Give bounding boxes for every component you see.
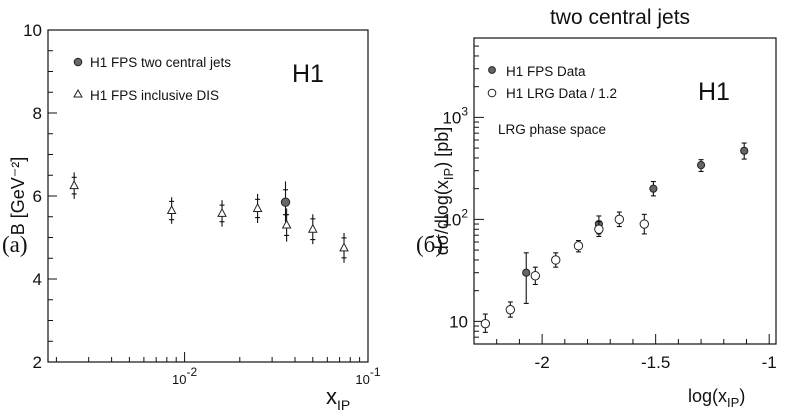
panel-b-xlabel-sub: IP xyxy=(727,395,739,410)
panel-a-legend-marker-0 xyxy=(73,57,83,67)
panel-b-point-fps xyxy=(696,161,706,170)
panel-b-frame xyxy=(473,37,777,345)
panel-a-ytick-label: 6 xyxy=(33,187,42,206)
panel-b-ytick-label-base: 10 xyxy=(442,108,461,127)
panel-b-ytick-label: 10 xyxy=(449,312,468,331)
panel-a-point-dis xyxy=(281,219,292,229)
panel-b-ytick-label-exp: 2 xyxy=(461,206,468,220)
panel-a-xtick-label-exp: -1 xyxy=(370,365,381,379)
panel-b-tag: (б) xyxy=(416,232,443,257)
panel-b-xtick-label: -2 xyxy=(535,353,550,372)
panel-a-tag: (a) xyxy=(2,232,28,257)
panel-a-xtick-label-base: 10 xyxy=(355,372,369,387)
panel-b-point-lrg xyxy=(573,241,584,251)
panel-a-ytick-label: 10 xyxy=(23,21,42,40)
panel-a-xlabel-main: x xyxy=(326,384,337,409)
panel-b-ylabel-tail: ) [pb] xyxy=(432,127,452,168)
panel-b-point-fps xyxy=(522,268,531,277)
panel-a-ylabel: B [GeV⁻²] xyxy=(8,157,28,236)
panel-b-marks xyxy=(480,142,749,333)
panel-b-xlabel: log(xIP) xyxy=(688,386,745,410)
panel-b-ytick-label: 102 xyxy=(442,206,468,229)
panel-b-point-fps xyxy=(740,146,749,155)
panel-b-point-lrg xyxy=(614,214,625,225)
panel-a-legend-marker-1 xyxy=(73,88,83,98)
panel-b-point-lrg xyxy=(505,305,516,315)
panel-a-point-dis xyxy=(217,207,227,217)
panel-b-point-lrg xyxy=(594,224,604,234)
panel-b-legend-entry-0: H1 FPS Data xyxy=(506,64,586,79)
panel-a-xtick-label-exp: -2 xyxy=(186,365,197,379)
panel-b-annotation: LRG phase space xyxy=(498,122,606,137)
panel-a-marks xyxy=(69,172,349,263)
panel-a-ytick-label: 8 xyxy=(33,104,42,123)
panel-b-ytick-label-exp: 3 xyxy=(461,104,468,118)
panel-a-legend: H1 FPS two central jets H1 FPS inclusive… xyxy=(73,55,231,103)
panel-a-ytick-label: 4 xyxy=(33,270,42,289)
panel-b-experiment-label: H1 xyxy=(698,78,730,106)
panel-b-legend-marker-1 xyxy=(487,88,497,98)
panel-b-ylabel: dσ/dlog(xIP) [pb] xyxy=(432,127,456,255)
panel-b-point-lrg xyxy=(639,219,650,229)
panel-b-legend: H1 FPS Data H1 LRG Data / 1.2 xyxy=(487,64,617,101)
panel-a-point-dis xyxy=(307,223,318,233)
panel-b-point-fps xyxy=(649,184,658,193)
panel-a-xlabel-sub: IP xyxy=(337,397,350,413)
panel-b-legend-entry-1: H1 LRG Data / 1.2 xyxy=(506,86,617,101)
panel-a-xtick-label: 10-2 xyxy=(172,365,197,387)
panel-b-ytick-label: 103 xyxy=(442,104,468,127)
panel-b-xlabel-tail: ) xyxy=(739,386,745,406)
panel-a-ytick-label: 2 xyxy=(33,353,42,372)
panel-a-legend-entry-1: H1 FPS inclusive DIS xyxy=(90,88,219,103)
panel-a-legend-entry-0: H1 FPS two central jets xyxy=(90,55,231,70)
panel-b-xlabel-main: log(x xyxy=(688,386,727,406)
panel-a-xtick-label: 10-1 xyxy=(355,365,380,387)
panel-b-point-lrg xyxy=(551,255,561,265)
panel-a-xtick-label-base: 10 xyxy=(172,372,186,387)
panel-b-point-lrg xyxy=(530,271,541,281)
panel-a-experiment-label: H1 xyxy=(292,60,324,88)
panel-b-point-lrg xyxy=(480,318,491,329)
panel-b-xtick-label: -1 xyxy=(762,353,777,372)
panel-b-xtick-label: -1.5 xyxy=(641,353,670,372)
panel-b-ylabel-main: dσ/dlog(x xyxy=(432,180,452,255)
panel-a-xlabel: xIP xyxy=(326,384,350,413)
panel-a-point-dis xyxy=(339,242,349,252)
panel-b-ylabel-sub: IP xyxy=(441,168,456,180)
panel-a-point-dis xyxy=(166,204,177,215)
panel-b-legend-marker-0 xyxy=(488,66,496,74)
panel-a-point-jets xyxy=(280,197,291,207)
panel-a-point-dis xyxy=(252,202,263,212)
panel-a-point-dis xyxy=(69,180,79,190)
panel-b-title: two central jets xyxy=(550,6,690,29)
panel-b-ytick-label-base: 10 xyxy=(442,210,461,229)
